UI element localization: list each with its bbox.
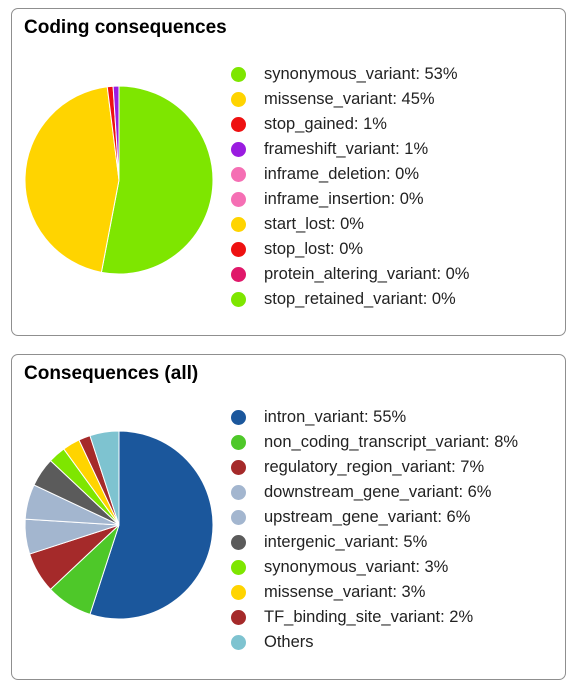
legend-swatch-icon <box>231 585 246 600</box>
legend-swatch-icon <box>231 192 246 207</box>
legend-label: protein_altering_variant: 0% <box>264 265 470 283</box>
legend-label: stop_lost: 0% <box>264 240 364 258</box>
legend-swatch-icon <box>231 410 246 425</box>
legend-swatch-icon <box>231 167 246 182</box>
legend-label: TF_binding_site_variant: 2% <box>264 608 474 626</box>
pie-slice-missense-variant <box>24 86 120 273</box>
legend-label: missense_variant: 45% <box>264 90 435 108</box>
coding-consequences-pie-chart <box>24 85 214 275</box>
legend-swatch-icon <box>231 635 246 650</box>
pie-slice-frameshift-variant <box>112 85 120 181</box>
legend-swatch-icon <box>231 217 246 232</box>
legend-label: synonymous_variant: 53% <box>264 65 458 83</box>
panel-title: Coding consequences <box>24 17 227 38</box>
legend-label: Others <box>264 633 314 651</box>
legend-label: frameshift_variant: 1% <box>264 140 429 158</box>
legend-label: intron_variant: 55% <box>264 408 407 426</box>
legend-label: inframe_deletion: 0% <box>264 165 420 183</box>
legend-label: non_coding_transcript_variant: 8% <box>264 433 519 451</box>
legend-swatch-icon <box>231 142 246 157</box>
legend-swatch-icon <box>231 267 246 282</box>
legend-label: stop_retained_variant: 0% <box>264 290 456 308</box>
legend-swatch-icon <box>231 92 246 107</box>
all-consequences-panel: Consequences (all) intron_variant: 55% no… <box>11 354 566 680</box>
legend-swatch-icon <box>231 535 246 550</box>
legend-swatch-icon <box>231 292 246 307</box>
legend-label: intergenic_variant: 5% <box>264 533 428 551</box>
legend-swatch-icon <box>231 460 246 475</box>
panel-title: Consequences (all) <box>24 363 199 384</box>
legend-label: downstream_gene_variant: 6% <box>264 483 492 501</box>
legend-label: upstream_gene_variant: 6% <box>264 508 471 526</box>
pie-slice-synonymous-variant <box>100 85 214 275</box>
legend-swatch-icon <box>231 485 246 500</box>
legend-swatch-icon <box>231 67 246 82</box>
legend-swatch-icon <box>231 560 246 575</box>
legend-label: start_lost: 0% <box>264 215 364 233</box>
legend-label: inframe_insertion: 0% <box>264 190 424 208</box>
all-consequences-pie-chart <box>24 430 214 620</box>
legend-swatch-icon <box>231 610 246 625</box>
legend-label: synonymous_variant: 3% <box>264 558 449 576</box>
legend-swatch-icon <box>231 435 246 450</box>
coding-consequences-panel: Coding consequences synonymous_variant: … <box>11 8 566 336</box>
legend-swatch-icon <box>231 510 246 525</box>
legend-label: stop_gained: 1% <box>264 115 387 133</box>
legend-swatch-icon <box>231 117 246 132</box>
pie-slice-others <box>89 430 120 526</box>
legend-label: missense_variant: 3% <box>264 583 426 601</box>
pie-slice-intron-variant <box>89 430 214 620</box>
legend-swatch-icon <box>231 242 246 257</box>
legend-label: regulatory_region_variant: 7% <box>264 458 485 476</box>
